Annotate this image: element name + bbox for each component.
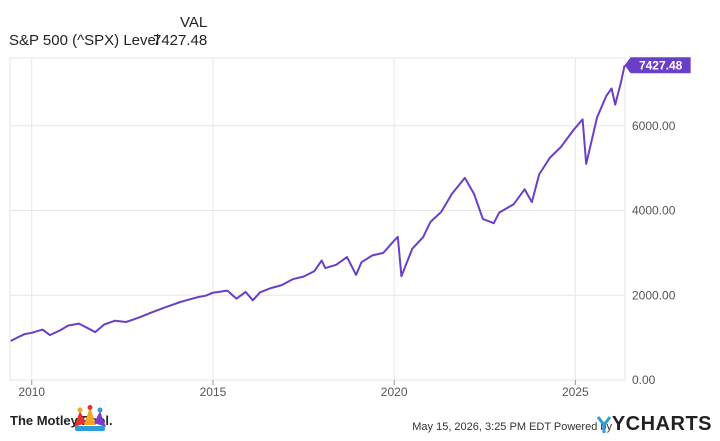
powered-by-credit: May 15, 2026, 3:25 PM EDT Powered by [412, 421, 612, 433]
x-tick-label: 2015 [200, 385, 227, 399]
legend-header: VAL [180, 14, 208, 31]
line-chart: 0.00 2000.00 4000.00 6000.00 2010 2015 2020 202… [9, 57, 691, 399]
last-value-badge [624, 57, 691, 74]
chart-legend: VAL S&P 500 (^SPX) Level 7427.48 [0, 0, 240, 50]
y-tick-label: 0.00 [632, 373, 656, 387]
legend-series-name: S&P 500 (^SPX) Level [9, 32, 160, 49]
y-tick-label: 4000.00 [632, 204, 676, 218]
chart-footer: The Motley Fool. May 15, 2026, 3:25 PM E… [0, 405, 720, 441]
y-tick-label: 6000.00 [632, 119, 676, 133]
y-tick-label: 2000.00 [632, 288, 676, 302]
ycharts-logo: YCHARTS [596, 413, 712, 436]
x-tick-label: 2025 [562, 385, 589, 399]
x-tick-label: 2010 [18, 385, 45, 399]
plot-area [9, 57, 626, 381]
ycharts-wordmark: YCHARTS [611, 413, 712, 435]
legend-series-value: 7427.48 [153, 32, 208, 49]
jester-hat-icon [74, 405, 106, 431]
ycharts-y-icon [596, 415, 612, 433]
series-line [10, 65, 626, 342]
x-tick-label: 2020 [381, 385, 408, 399]
last-value-label: 7427.48 [639, 58, 683, 72]
